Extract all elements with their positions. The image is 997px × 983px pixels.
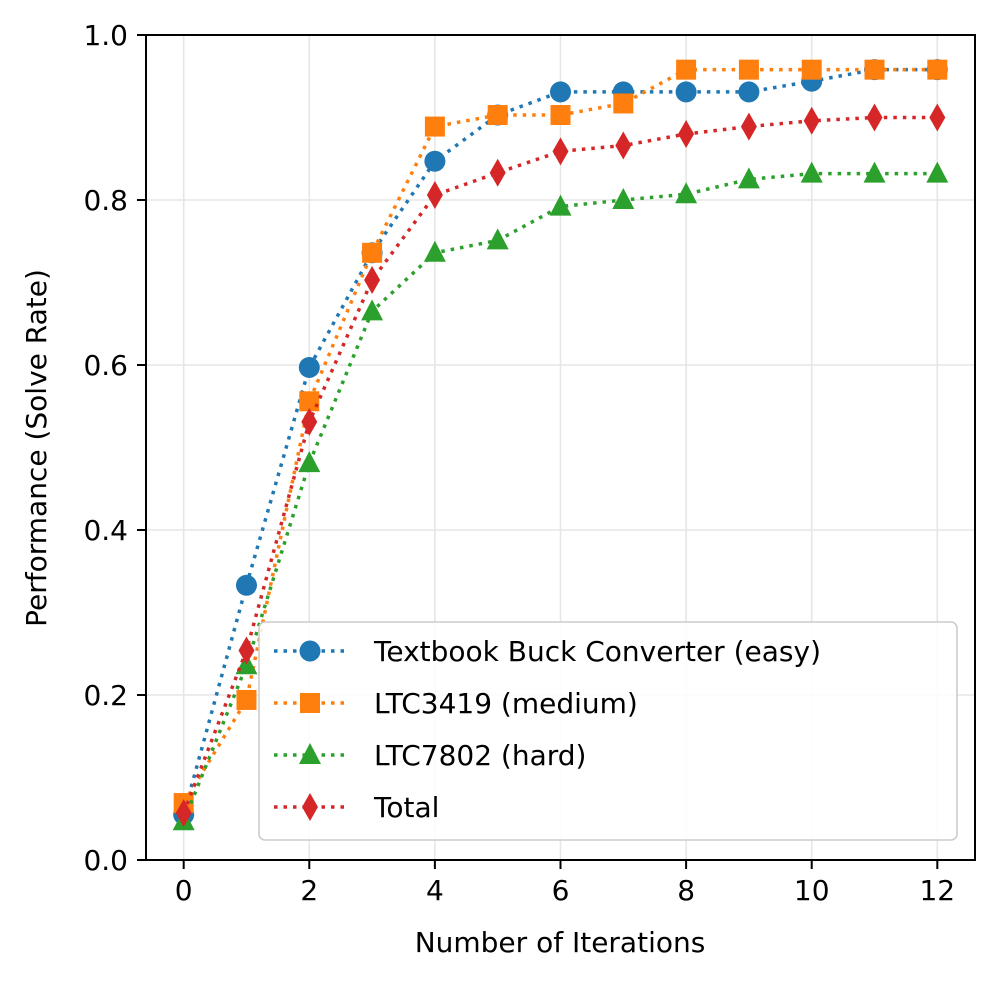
x-tick-label: 10 bbox=[794, 874, 830, 907]
data-point bbox=[426, 181, 443, 210]
data-point bbox=[301, 407, 318, 436]
x-tick-label: 2 bbox=[300, 874, 318, 907]
data-point bbox=[552, 137, 569, 166]
data-point bbox=[175, 798, 192, 827]
data-point bbox=[866, 103, 883, 132]
data-point bbox=[801, 59, 822, 80]
x-tick-label: 0 bbox=[175, 874, 193, 907]
legend-marker bbox=[299, 640, 321, 662]
legend-label: Textbook Buck Converter (easy) bbox=[373, 635, 821, 668]
data-point bbox=[489, 158, 506, 187]
data-point bbox=[678, 120, 695, 148]
data-point bbox=[615, 131, 632, 160]
legend-entry: Textbook Buck Converter (easy) bbox=[274, 635, 821, 668]
legend-entry: Total bbox=[274, 791, 439, 824]
legend: Textbook Buck Converter (easy) LTC3419 (m… bbox=[258, 621, 958, 841]
data-point bbox=[550, 81, 571, 103]
legend-marker bbox=[302, 793, 318, 821]
series-1 bbox=[173, 59, 948, 814]
legend-entry: LTC3419 (medium) bbox=[274, 687, 638, 720]
x-axis-label: Number of Iterations bbox=[415, 926, 706, 959]
y-tick-label: 0.8 bbox=[83, 184, 128, 217]
data-point bbox=[676, 59, 697, 80]
data-point bbox=[235, 574, 257, 596]
data-point bbox=[927, 59, 948, 80]
data-point bbox=[299, 391, 320, 412]
legend-box bbox=[258, 621, 958, 841]
legend-label: LTC3419 (medium) bbox=[374, 687, 638, 720]
data-point bbox=[298, 451, 321, 473]
data-point bbox=[803, 106, 820, 135]
data-point bbox=[362, 242, 383, 263]
y-tick-label: 0.0 bbox=[83, 844, 128, 877]
y-axis-label: Performance (Solve Rate) bbox=[20, 269, 53, 627]
legend-entry: LTC7802 (hard) bbox=[274, 739, 586, 772]
data-point bbox=[926, 161, 949, 183]
data-point bbox=[864, 59, 885, 80]
data-point bbox=[487, 105, 508, 126]
data-point bbox=[675, 182, 698, 204]
y-tick-label: 0.6 bbox=[83, 349, 128, 382]
legend-label: LTC7802 (hard) bbox=[374, 739, 586, 772]
plot-series bbox=[172, 59, 949, 831]
series-3 bbox=[175, 103, 946, 827]
data-point bbox=[800, 161, 823, 183]
legend-marker bbox=[300, 693, 320, 713]
x-tick-label: 12 bbox=[919, 874, 955, 907]
y-tick-label: 0.2 bbox=[83, 679, 128, 712]
data-point bbox=[675, 81, 697, 103]
data-point bbox=[863, 161, 886, 183]
y-tick-label: 0.4 bbox=[83, 514, 128, 547]
data-point bbox=[738, 59, 759, 80]
x-tick-label: 4 bbox=[426, 874, 444, 907]
data-point bbox=[738, 81, 760, 103]
data-point bbox=[423, 240, 446, 262]
data-point bbox=[298, 356, 320, 378]
data-point bbox=[549, 194, 572, 216]
x-tick-label: 8 bbox=[677, 874, 695, 907]
data-point bbox=[486, 228, 509, 250]
data-point bbox=[737, 167, 760, 189]
data-point bbox=[612, 188, 635, 209]
data-point bbox=[929, 103, 946, 132]
data-point bbox=[424, 150, 446, 172]
data-point bbox=[361, 299, 384, 321]
data-point bbox=[238, 636, 255, 665]
data-point bbox=[613, 93, 634, 114]
data-point bbox=[236, 689, 257, 710]
legend-marker bbox=[299, 743, 321, 764]
data-point bbox=[740, 112, 757, 141]
data-point bbox=[550, 105, 571, 126]
series-2 bbox=[172, 161, 949, 831]
ticks: 0 2 4 6 8 10 12 0.0 0.2 0.4 0.6 0.8 1.0 bbox=[83, 19, 955, 907]
data-point bbox=[424, 116, 445, 137]
y-tick-label: 1.0 bbox=[83, 19, 128, 52]
x-tick-label: 6 bbox=[552, 874, 570, 907]
data-point bbox=[364, 266, 381, 295]
legend-label: Total bbox=[373, 791, 439, 824]
